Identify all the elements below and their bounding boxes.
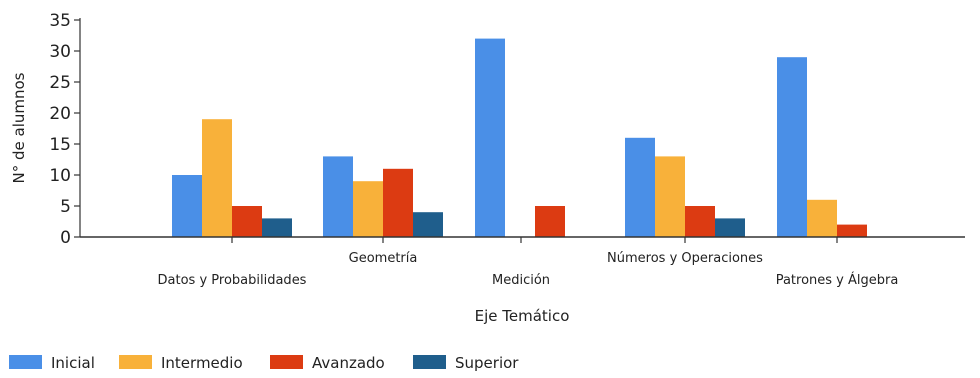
bar xyxy=(777,57,807,238)
legend-swatch xyxy=(413,355,446,369)
bar xyxy=(535,206,565,237)
y-tick-label: 0 xyxy=(60,228,71,248)
bar xyxy=(837,224,867,237)
bar xyxy=(262,218,292,237)
y-tick-label: 5 xyxy=(60,197,71,217)
bar xyxy=(232,206,262,237)
legend-label: Superior xyxy=(455,354,519,372)
x-axis: Datos y Probabilidades Geometría Medición N… xyxy=(80,236,965,288)
x-tick-label: Datos y Probabilidades xyxy=(158,273,307,288)
bars-layer xyxy=(172,38,867,238)
bar xyxy=(807,199,837,237)
x-axis-title: Eje Temático xyxy=(475,307,570,325)
x-tick-label: Patrones y Álgebra xyxy=(776,272,899,288)
y-tick-label: 35 xyxy=(49,11,71,31)
legend-label: Inicial xyxy=(51,354,95,372)
y-tick-label: 20 xyxy=(49,104,71,124)
bar xyxy=(202,119,232,237)
y-axis: 0 5 10 15 20 25 30 35 xyxy=(49,11,81,248)
legend-swatch xyxy=(119,355,152,369)
bar xyxy=(655,156,685,237)
legend-label: Avanzado xyxy=(312,354,385,372)
bar xyxy=(383,168,413,237)
x-tick-label: Números y Operaciones xyxy=(607,251,763,266)
y-tick-label: 10 xyxy=(49,166,71,186)
y-tick-label: 30 xyxy=(49,42,71,62)
bar xyxy=(475,38,505,237)
bar xyxy=(685,206,715,237)
bar xyxy=(625,137,655,237)
legend: Inicial Intermedio Avanzado Superior xyxy=(9,354,519,372)
bar xyxy=(172,175,202,237)
y-axis-title: N° de alumnos xyxy=(10,72,28,183)
y-tick-label: 25 xyxy=(49,73,71,93)
bar xyxy=(715,218,745,237)
legend-swatch xyxy=(9,355,42,369)
y-tick-label: 15 xyxy=(49,135,71,155)
legend-label: Intermedio xyxy=(161,354,243,372)
x-tick-label: Geometría xyxy=(349,251,418,266)
x-tick-label: Medición xyxy=(492,273,550,288)
bar xyxy=(353,181,383,237)
bar xyxy=(323,156,353,237)
legend-swatch xyxy=(270,355,303,369)
bar xyxy=(413,212,443,237)
